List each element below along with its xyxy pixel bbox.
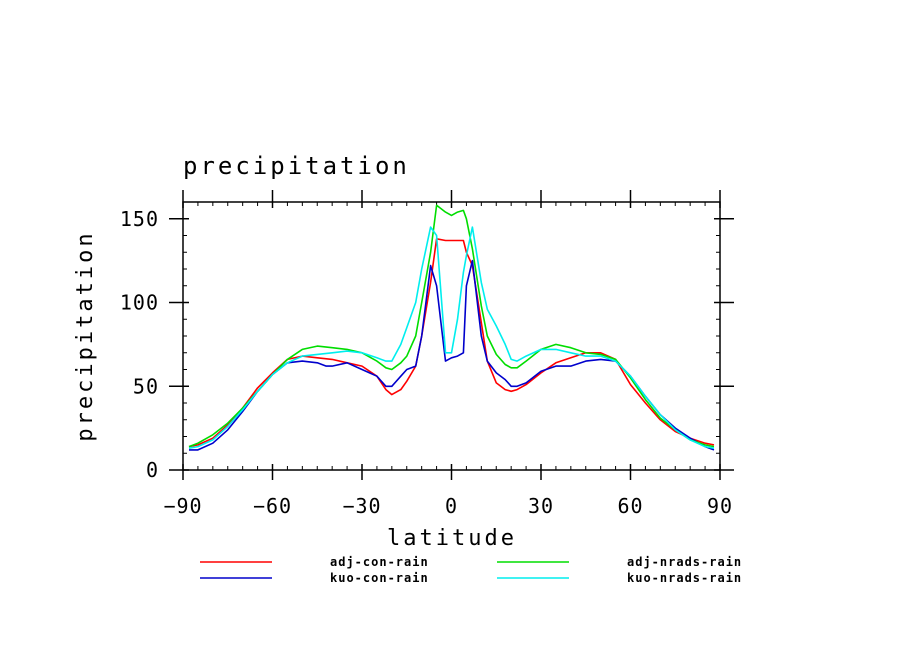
y-tick-labels: 0 50 100 150 <box>120 207 159 482</box>
x-tick-label: 90 <box>707 494 733 518</box>
legend-label-kuo-con-rain: kuo-con-rain <box>330 571 429 585</box>
series-line-kuo-nrads-rain <box>188 226 715 449</box>
x-tick-labels: −90 −60 −30 0 30 60 90 <box>163 494 733 518</box>
series-line-adj-nrads-rain <box>188 204 715 448</box>
legend: adj-con-rain kuo-con-rain adj-nrads-rain ku… <box>200 555 742 585</box>
y-axis-label: precipitation <box>73 230 98 441</box>
x-tick-label: 60 <box>617 494 643 518</box>
x-tick-label: 0 <box>445 494 458 518</box>
x-tick-label: −30 <box>342 494 381 518</box>
y-tick-label: 50 <box>133 374 159 398</box>
y-tick-label: 150 <box>120 207 159 231</box>
series-line-kuo-con-rain <box>189 259 715 451</box>
y-tick-label: 100 <box>120 291 159 315</box>
series-lines <box>188 204 715 451</box>
legend-label-adj-con-rain: adj-con-rain <box>330 555 429 569</box>
x-tick-label: 30 <box>528 494 554 518</box>
major-ticks <box>169 190 734 480</box>
chart-title: precipitation <box>183 152 410 180</box>
legend-label-kuo-nrads-rain: kuo-nrads-rain <box>627 571 742 585</box>
x-tick-label: −90 <box>163 494 202 518</box>
y-tick-label: 0 <box>146 458 159 482</box>
x-tick-label: −60 <box>253 494 292 518</box>
legend-label-adj-nrads-rain: adj-nrads-rain <box>627 555 742 569</box>
x-axis-label: latitude <box>387 526 517 551</box>
